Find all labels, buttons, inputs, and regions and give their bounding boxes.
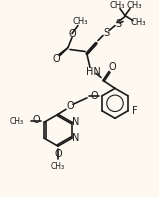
Text: O: O (66, 101, 74, 111)
Text: O: O (54, 149, 62, 159)
Text: O: O (32, 115, 40, 125)
Text: CH₃: CH₃ (10, 117, 24, 126)
Text: HN: HN (86, 67, 101, 77)
Text: O: O (52, 54, 60, 64)
Text: N: N (72, 133, 80, 143)
Text: F: F (132, 106, 138, 116)
Text: O: O (90, 91, 98, 101)
Text: N: N (72, 117, 80, 127)
Text: CH₃: CH₃ (51, 162, 65, 171)
Text: O: O (108, 62, 116, 72)
Text: CH₃: CH₃ (126, 1, 142, 10)
Text: S: S (115, 19, 121, 29)
Text: O: O (68, 29, 76, 39)
Text: CH₃: CH₃ (130, 18, 146, 27)
Text: S: S (103, 28, 109, 38)
Text: CH₃: CH₃ (72, 17, 88, 26)
Text: CH₃: CH₃ (109, 1, 125, 10)
